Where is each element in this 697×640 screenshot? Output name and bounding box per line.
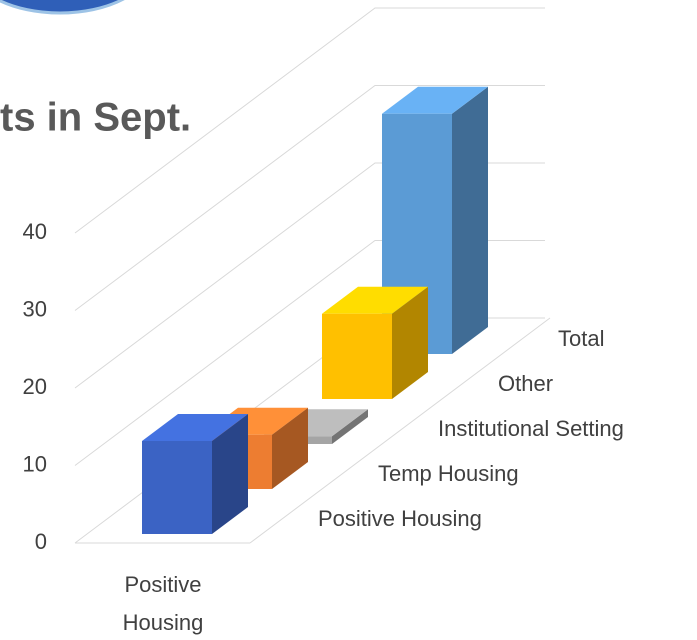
depth-label: Institutional Setting: [438, 416, 624, 441]
y-tick-label: 0: [35, 529, 47, 554]
grid-line: [74, 85, 545, 311]
bar-side: [452, 86, 488, 354]
bar-top: [382, 86, 488, 114]
bar: [322, 313, 392, 399]
y-tick-label: 40: [23, 219, 47, 244]
chart-title: ts in Sept.: [0, 96, 191, 140]
bar-top: [322, 286, 428, 314]
y-tick-label: 20: [23, 374, 47, 399]
grid-line: [74, 240, 545, 466]
y-tick-label: 30: [23, 296, 47, 321]
bar-top: [142, 414, 248, 441]
grid-line: [74, 7, 545, 234]
bar-side: [212, 414, 248, 534]
depth-label: Temp Housing: [378, 461, 519, 486]
bar-side: [332, 409, 368, 444]
depth-label: Positive Housing: [318, 506, 482, 531]
depth-label: Total: [558, 326, 604, 351]
floor-edge: [249, 317, 551, 544]
bar: [142, 441, 212, 534]
y-tick-label: 10: [23, 451, 47, 476]
bar-side: [272, 407, 308, 489]
decor-shape: [0, 0, 125, 15]
depth-label: Other: [498, 371, 553, 396]
x-category-label: Positive Housing: [122, 572, 204, 635]
bar-side: [392, 286, 428, 399]
grid-line: [74, 162, 545, 389]
